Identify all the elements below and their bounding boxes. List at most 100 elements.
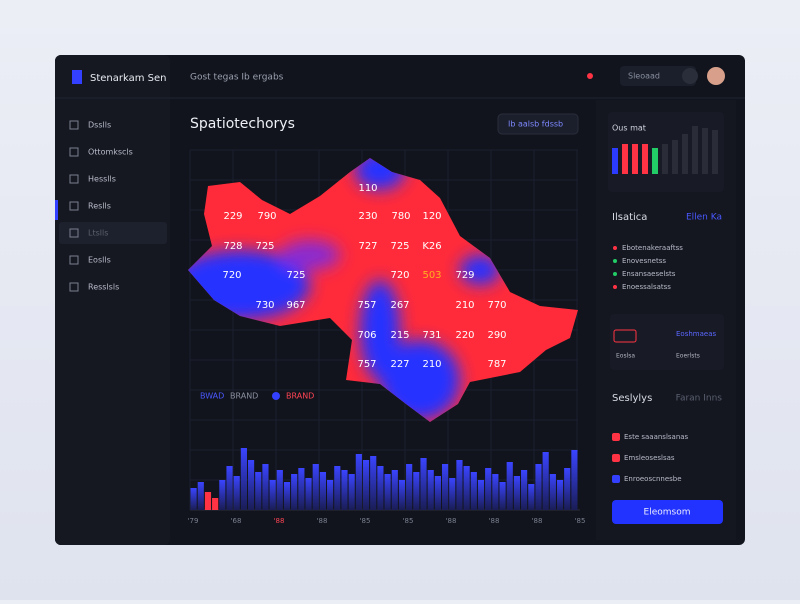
histogram-bar xyxy=(434,476,441,510)
histogram-bar xyxy=(528,484,535,510)
histogram-bar xyxy=(477,480,485,510)
histogram-bar xyxy=(305,478,312,510)
mini-bar xyxy=(702,128,708,174)
chart-card-title: Ous mat xyxy=(612,124,646,133)
map-label: 967 xyxy=(286,300,305,311)
histogram-bar xyxy=(564,468,571,510)
nav-item[interactable]: Dsslls xyxy=(88,121,111,130)
histogram-bar xyxy=(247,460,255,510)
x-label: '85 xyxy=(360,517,371,525)
x-label: '68 xyxy=(231,517,242,525)
brand: Stenarkam Sen xyxy=(90,73,167,84)
card-right: Eoshmaeas xyxy=(676,330,716,338)
map-labels: 110 229 790 230 780 120 728 725 727 725 K26 720 725 7… xyxy=(222,183,506,370)
map-label: 720 xyxy=(222,270,241,281)
mini-bar xyxy=(662,144,668,174)
histogram-bar xyxy=(327,480,334,510)
sidebar xyxy=(55,55,170,545)
legend-label: BRAND xyxy=(286,392,314,401)
histogram-bar xyxy=(312,464,319,510)
mini-bar xyxy=(642,144,648,174)
histogram-bar xyxy=(413,472,420,510)
legend-label: BWAD xyxy=(200,392,224,401)
histogram-bar xyxy=(499,482,506,510)
x-label: '88 xyxy=(317,517,328,525)
map-label: 790 xyxy=(257,211,276,222)
mini-bar xyxy=(692,126,698,174)
list-dot xyxy=(613,272,617,276)
mini-bar xyxy=(622,144,628,174)
nav-item[interactable]: Ltslls xyxy=(88,229,108,238)
histogram-bar xyxy=(233,476,240,510)
histogram-bar xyxy=(456,460,463,510)
list-item: Enroeoscnnesbe xyxy=(624,475,682,483)
histogram-bar xyxy=(319,472,327,510)
logo xyxy=(72,70,82,84)
histogram-bar xyxy=(219,480,226,510)
mini-bar xyxy=(612,148,618,174)
nav-item[interactable]: Ottomkscls xyxy=(88,148,133,157)
nav-icon xyxy=(69,174,79,184)
map-label: 267 xyxy=(390,300,409,311)
filter-button[interactable] xyxy=(497,113,579,135)
nav-icon xyxy=(69,228,79,238)
search-box[interactable] xyxy=(620,66,696,86)
nav-item[interactable]: Reslls xyxy=(88,202,111,211)
legend-label: BRAND xyxy=(230,392,258,401)
mini-bar xyxy=(682,134,688,174)
nav-item[interactable]: Eoslls xyxy=(88,256,111,265)
info-card xyxy=(610,314,724,370)
histogram-bar xyxy=(377,466,384,510)
map-label: 728 xyxy=(223,241,242,252)
histogram-bar xyxy=(463,466,470,510)
map-label: 727 xyxy=(358,241,377,252)
histogram-bar xyxy=(506,462,513,510)
histogram-bar xyxy=(391,470,398,510)
list-item: Enovesnetss xyxy=(622,257,666,265)
map-label: 229 xyxy=(223,211,242,222)
avatar[interactable] xyxy=(707,67,725,85)
histogram-bar xyxy=(348,474,355,510)
map-label: K26 xyxy=(422,241,441,252)
histogram-bar xyxy=(362,460,370,510)
histogram-bar xyxy=(542,452,549,510)
histogram-bar xyxy=(571,450,578,510)
card-left: Eoslsa xyxy=(616,353,635,360)
map-label: 210 xyxy=(455,300,474,311)
primary-button[interactable] xyxy=(612,500,723,524)
nav-icon xyxy=(69,255,79,265)
section-link[interactable]: Ellen Ka xyxy=(686,213,722,223)
histogram-bar xyxy=(334,466,341,510)
map-label: 215 xyxy=(390,330,409,341)
histogram-bar xyxy=(398,480,406,510)
mini-bar xyxy=(632,144,638,174)
map-label: 110 xyxy=(358,183,377,194)
histogram-bar xyxy=(384,474,391,510)
list-dot xyxy=(613,246,617,250)
nav-icon xyxy=(69,147,79,157)
mini-bar xyxy=(672,140,678,174)
breadcrumb[interactable]: Gost tegas Ib ergabs xyxy=(190,73,284,83)
histogram-bar xyxy=(197,482,204,510)
active-nav xyxy=(59,222,167,244)
map-label: 503 xyxy=(422,270,441,281)
nav-item[interactable]: Hesslls xyxy=(88,175,116,184)
notification-button[interactable] xyxy=(682,68,698,84)
map-label: 227 xyxy=(390,359,409,370)
map-label: 730 xyxy=(255,300,274,311)
nav-item[interactable]: Resslsls xyxy=(88,283,119,292)
map-label: 725 xyxy=(255,241,274,252)
histogram-bar xyxy=(420,458,427,510)
x-label: '85 xyxy=(403,517,414,525)
histogram-bar xyxy=(427,470,434,510)
map-label: 725 xyxy=(286,270,305,281)
histogram-bar xyxy=(291,474,298,510)
map-label: 770 xyxy=(487,300,506,311)
section-link[interactable]: Faran Inns xyxy=(676,394,723,404)
list-swatch xyxy=(612,454,620,462)
map-label: 757 xyxy=(357,359,376,370)
x-label: '88 xyxy=(532,517,543,525)
map-label: 120 xyxy=(422,211,441,222)
map-title: Spatiotechorys xyxy=(190,116,295,132)
